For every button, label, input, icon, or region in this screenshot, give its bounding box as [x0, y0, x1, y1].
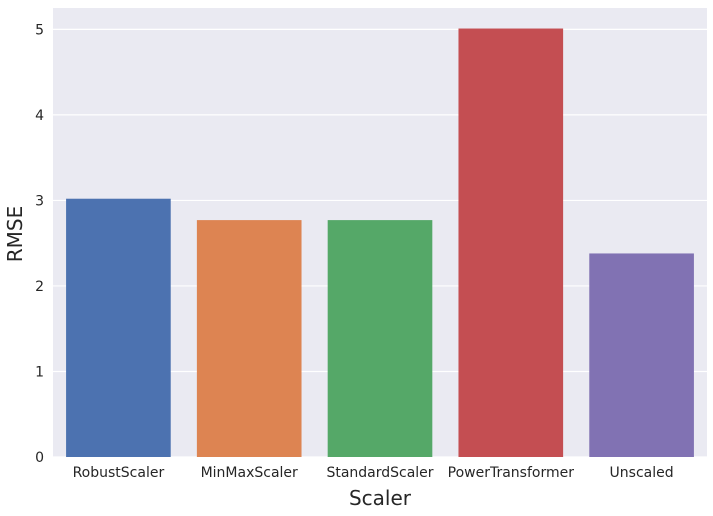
y-tick-label: 5: [35, 22, 44, 38]
y-axis-title: RMSE: [3, 206, 27, 262]
bar-robustscaler: [66, 198, 171, 458]
bars: [66, 28, 694, 458]
y-tick-labels: 0 1 2 3 4 5: [35, 22, 44, 466]
bar-standardscaler: [327, 220, 433, 457]
x-tick-label: StandardScaler: [326, 465, 433, 481]
y-tick-label: 3: [35, 193, 44, 209]
bar-powertransformer: [458, 28, 564, 457]
x-tick-labels: RobustScaler MinMaxScaler StandardScaler Po…: [73, 465, 674, 481]
x-tick-label: MinMaxScaler: [201, 465, 298, 481]
y-tick-label: 1: [35, 364, 44, 380]
bar-unscaled: [589, 253, 694, 457]
bar-minmaxscaler: [196, 220, 302, 457]
y-tick-label: 2: [35, 279, 44, 295]
x-tick-label: PowerTransformer: [448, 465, 575, 481]
y-tick-label: 4: [35, 108, 44, 124]
y-tick-label: 0: [35, 450, 44, 466]
x-tick-label: Unscaled: [610, 465, 674, 481]
x-tick-label: RobustScaler: [73, 465, 165, 481]
x-axis-title: Scaler: [349, 486, 412, 510]
